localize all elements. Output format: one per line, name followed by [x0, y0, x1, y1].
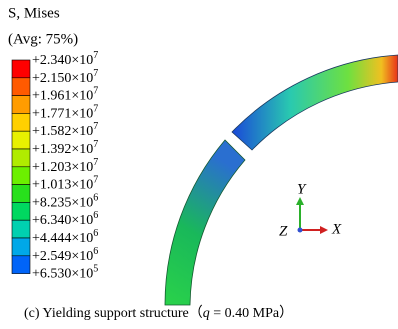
legend-label: +1.013×107 — [32, 175, 98, 193]
legend-exponent: 7 — [93, 175, 98, 186]
legend-mantissa: +1.203×10 — [32, 160, 93, 175]
legend-mantissa: +1.771×10 — [32, 107, 93, 122]
caption: (c) Yielding support structure（q = 0.40 … — [24, 305, 293, 321]
color-band — [12, 220, 30, 238]
legend-mantissa: +4.444×10 — [32, 231, 93, 246]
legend-exponent: 6 — [93, 246, 98, 257]
x-arrowhead — [320, 226, 328, 234]
caption-suffix: = 0.40 MPa） — [210, 305, 293, 321]
caption-variable: q — [203, 306, 210, 321]
legend-exponent: 5 — [93, 264, 98, 275]
legend-mantissa: +2.549×10 — [32, 249, 93, 264]
ring-upper — [232, 55, 398, 150]
legend-label: +4.444×106 — [32, 228, 98, 246]
legend-label: +8.235×106 — [32, 193, 98, 211]
color-band — [12, 131, 30, 149]
legend-exponent: 7 — [93, 50, 98, 61]
legend-label: +6.530×105 — [32, 264, 98, 282]
legend-label: +1.203×107 — [32, 157, 98, 175]
legend-subtitle: (Avg: 75%) — [8, 31, 78, 47]
legend-label: +2.340×107 — [32, 50, 98, 68]
legend-exponent: 6 — [93, 193, 98, 204]
legend-exponent: 6 — [93, 210, 98, 221]
color-band — [12, 96, 30, 114]
legend-label: +2.549×106 — [32, 246, 98, 264]
color-band — [12, 78, 30, 96]
legend-exponent: 7 — [93, 86, 98, 97]
caption-prefix: (c) Yielding support structure（ — [24, 305, 203, 321]
legend-label: +2.150×107 — [32, 68, 98, 86]
color-band — [12, 167, 30, 185]
legend-label: +1.392×107 — [32, 139, 98, 157]
legend-mantissa: +6.530×10 — [32, 267, 93, 282]
figure: S, Mises (Avg: 75%) +2.340×107+2.150×107… — [0, 0, 398, 329]
legend-label: +6.340×106 — [32, 210, 98, 228]
legend-exponent: 6 — [93, 228, 98, 239]
legend-mantissa: +1.392×10 — [32, 142, 93, 157]
legend-mantissa: +1.961×10 — [32, 89, 93, 104]
color-band — [12, 149, 30, 167]
legend-mantissa: +2.340×10 — [32, 53, 93, 68]
y-label: Y — [297, 181, 307, 197]
legend-exponent: 7 — [93, 157, 98, 168]
color-bar — [12, 60, 30, 274]
legend-mantissa: +1.013×10 — [32, 178, 93, 193]
legend-exponent: 7 — [93, 68, 98, 79]
legend-title: S, Mises — [8, 5, 60, 21]
color-band — [12, 256, 30, 274]
legend-exponent: 7 — [93, 139, 98, 150]
legend-label: +1.961×107 — [32, 86, 98, 104]
legend-mantissa: +2.150×10 — [32, 71, 93, 86]
ring-lower — [165, 140, 245, 305]
z-label: Z — [279, 223, 288, 239]
legend-label: +1.771×107 — [32, 104, 98, 122]
legend-mantissa: +8.235×10 — [32, 196, 93, 211]
legend-mantissa: +6.340×10 — [32, 213, 93, 228]
color-band — [12, 238, 30, 256]
color-band — [12, 60, 30, 78]
legend-label: +1.582×107 — [32, 121, 98, 139]
color-band — [12, 113, 30, 131]
legend-exponent: 7 — [93, 104, 98, 115]
legend-exponent: 7 — [93, 121, 98, 132]
z-axis-dot — [298, 228, 303, 233]
color-band — [12, 185, 30, 203]
x-label: X — [331, 221, 342, 237]
y-arrowhead — [296, 197, 304, 205]
legend-mantissa: +1.582×10 — [32, 124, 93, 139]
color-band — [12, 202, 30, 220]
